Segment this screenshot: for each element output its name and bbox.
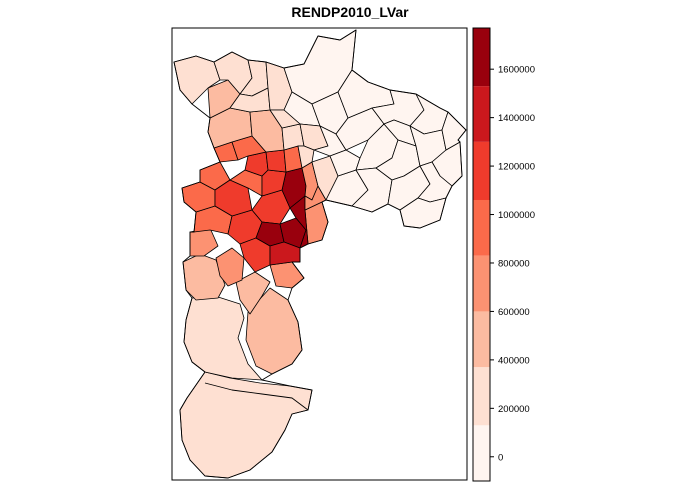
map-frame (171, 27, 468, 481)
map-legend: 0 200000 400000 600000 800000 1000000 1200000 1… (472, 27, 535, 482)
legend-tick-label: 1400000 (498, 113, 535, 124)
legend-ticks: 0 200000 400000 600000 800000 1000000 1200000 1… (490, 65, 535, 463)
legend-tick-label: 800000 (498, 258, 530, 269)
legend-frame (472, 27, 491, 482)
legend-tick-label: 1200000 (498, 162, 535, 173)
legend-tick-label: 1600000 (498, 65, 535, 76)
district-far-south (179, 371, 313, 479)
legend-band-3 (473, 255, 490, 312)
legend-colorbar (473, 28, 490, 481)
district-south-e (215, 247, 245, 287)
legend-band-1 (473, 367, 490, 426)
legend-band-4 (473, 199, 490, 256)
choropleth-districts (173, 29, 467, 479)
legend-tick-label: 600000 (498, 307, 530, 318)
legend-tick-label: 0 (498, 452, 503, 463)
internal-boundary-south (204, 382, 309, 411)
legend-tick-label: 1000000 (498, 210, 535, 221)
legend-band-6 (473, 86, 490, 142)
municipal-boundary (173, 29, 467, 479)
map-title: RENDP2010_LVar (291, 4, 409, 20)
district-center-i (265, 149, 287, 173)
legend-band-2 (473, 311, 490, 368)
legend-band-7 (473, 28, 490, 87)
legend-band-5 (473, 141, 490, 200)
district-east-b (297, 145, 315, 169)
district-south-f (269, 261, 305, 289)
legend-band-0 (473, 425, 490, 481)
legend-tick-label: 200000 (498, 404, 530, 415)
legend-tick-label: 400000 (498, 355, 530, 366)
